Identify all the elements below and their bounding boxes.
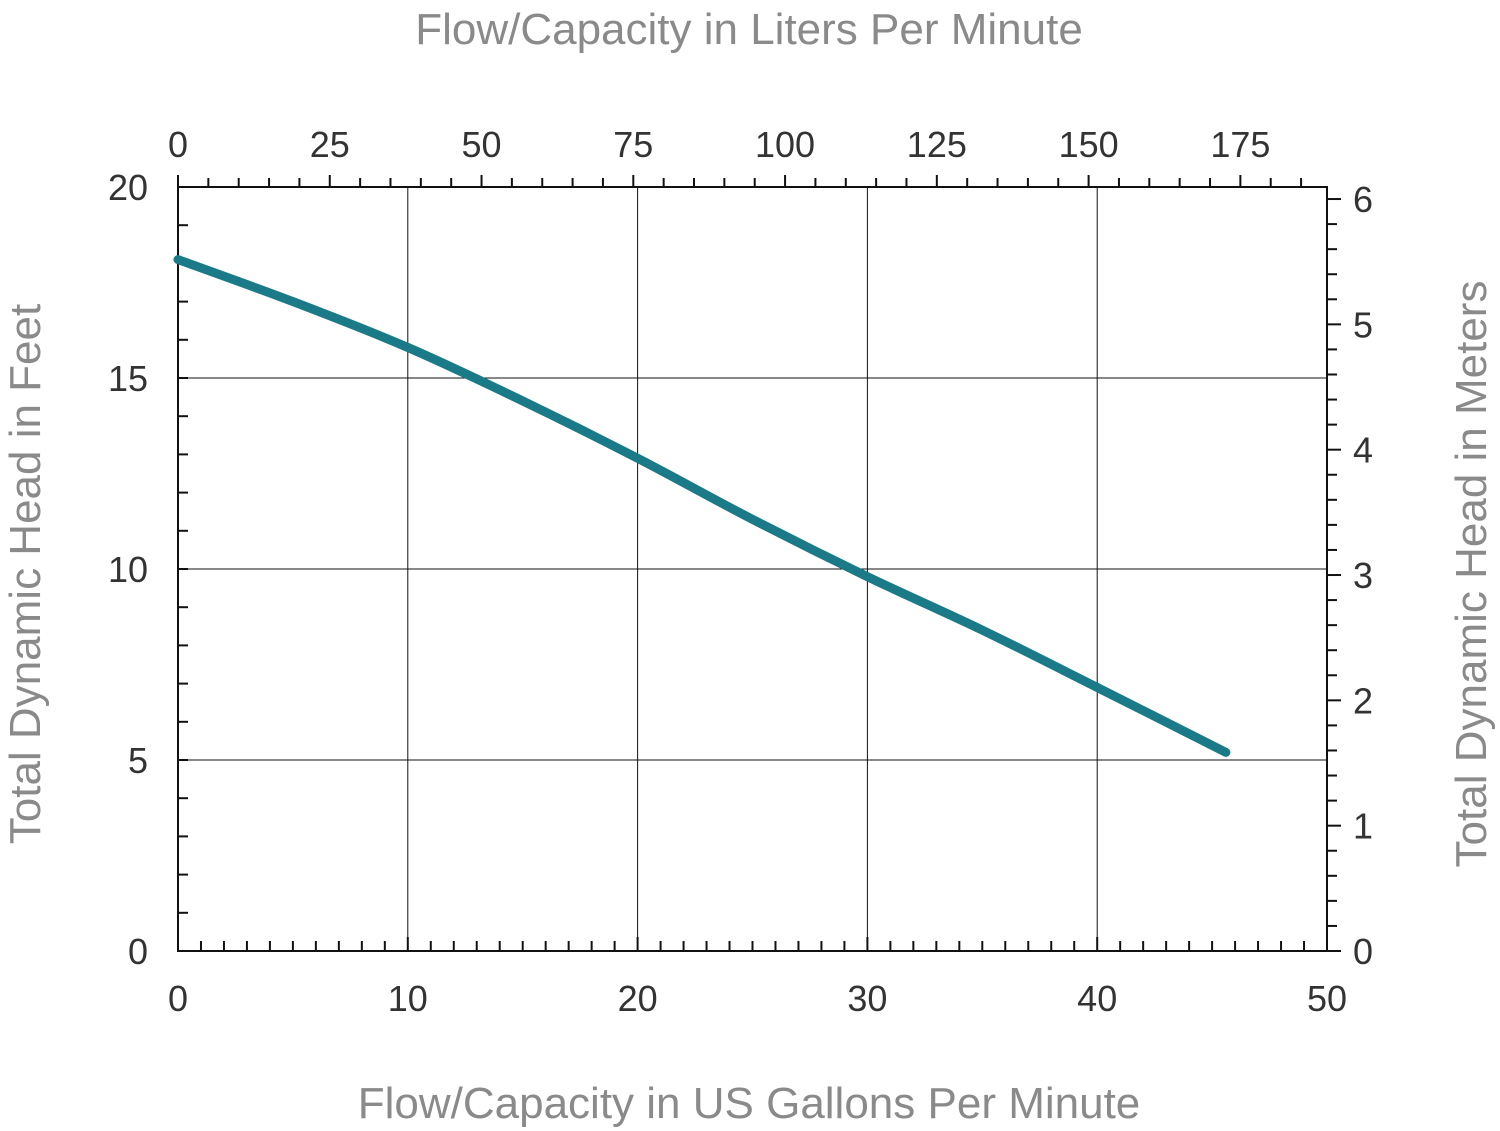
y2-tick-label: 6 <box>1353 179 1373 220</box>
series-layer <box>173 255 1231 757</box>
y-tick-label: 20 <box>108 167 148 208</box>
y-tick-label: 15 <box>108 358 148 399</box>
x2-tick-label: 50 <box>462 124 502 165</box>
plot-frame <box>177 186 1328 952</box>
x-tick-label: 30 <box>847 978 887 1019</box>
x2-tick-label: 0 <box>168 124 188 165</box>
x-axis-title: Flow/Capacity in US Gallons Per Minute <box>358 1079 1141 1128</box>
grid-lines <box>178 187 1327 951</box>
x-tick-label: 10 <box>388 978 428 1019</box>
y-axis-title: Total Dynamic Head in Feet <box>1 304 50 844</box>
x2-tick-label: 100 <box>755 124 815 165</box>
y-tick-label: 0 <box>128 931 148 972</box>
y2-tick-label: 3 <box>1353 555 1373 596</box>
y2-tick-label: 4 <box>1353 430 1373 471</box>
y2-axis-title: Total Dynamic Head in Meters <box>1447 281 1496 868</box>
x2-tick-label: 175 <box>1210 124 1270 165</box>
x-tick-label: 20 <box>618 978 658 1019</box>
y2-tick-label: 5 <box>1353 304 1373 345</box>
x2-tick-label: 125 <box>907 124 967 165</box>
x2-tick-label: 75 <box>613 124 653 165</box>
x-tick-label: 50 <box>1307 978 1347 1019</box>
x2-tick-label: 25 <box>310 124 350 165</box>
y2-tick-label: 1 <box>1353 806 1373 847</box>
axis-ticks <box>177 175 1341 952</box>
y-tick-label: 5 <box>128 740 148 781</box>
x2-tick-label: 150 <box>1059 124 1119 165</box>
x-tick-label: 0 <box>168 978 188 1019</box>
y2-tick-label: 2 <box>1353 680 1373 721</box>
x-tick-label: 40 <box>1077 978 1117 1019</box>
pump-curve-line <box>173 255 1231 757</box>
y-tick-label: 10 <box>108 549 148 590</box>
y2-tick-label: 0 <box>1353 931 1373 972</box>
x2-axis-title: Flow/Capacity in Liters Per Minute <box>415 5 1083 54</box>
